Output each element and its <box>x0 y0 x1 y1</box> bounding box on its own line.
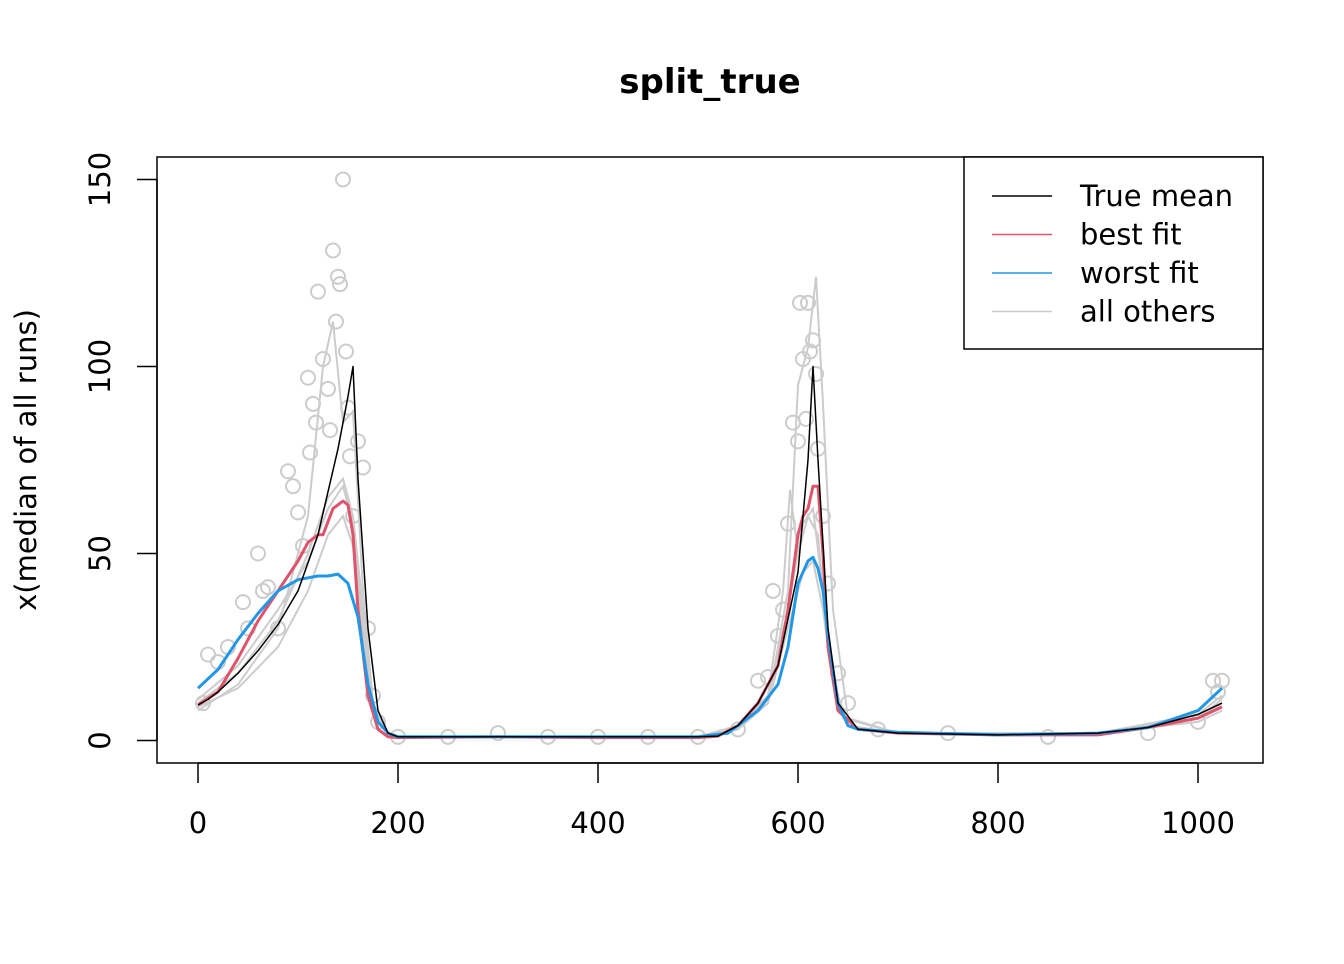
other-run-point <box>808 365 824 382</box>
other-run-point <box>270 620 286 637</box>
other-run-point <box>1040 728 1056 745</box>
other-run-point <box>350 433 366 450</box>
other-run-point <box>340 399 356 416</box>
other-run-point <box>285 478 301 495</box>
other-run-point <box>750 672 766 689</box>
other-run-point <box>332 276 348 293</box>
y-tick-label: 50 <box>83 535 117 572</box>
other-run-point <box>765 582 781 599</box>
other-run-point <box>260 579 276 596</box>
x-tick-label: 1000 <box>1161 806 1235 840</box>
other-run-point <box>195 695 211 712</box>
other-run-point <box>200 646 216 663</box>
other-run-point <box>1214 672 1230 689</box>
x-axis: 0 200 400 600 800 1000 <box>189 762 1235 840</box>
other-run-point <box>490 725 506 742</box>
other-run-point <box>280 463 296 480</box>
y-tick-label: 100 <box>83 339 117 394</box>
other-run-point <box>320 380 336 397</box>
x-tick-label: 200 <box>370 806 425 840</box>
other-run-point <box>302 444 318 461</box>
other-run-point <box>790 433 806 450</box>
other-run-point <box>300 369 316 386</box>
other-run-point <box>800 294 816 311</box>
legend-box <box>963 156 1264 350</box>
legend-label: all others <box>1080 295 1215 329</box>
other-run-point <box>290 504 306 521</box>
worst-fit-line <box>196 555 1224 739</box>
y-axis: 0 50 100 150 <box>83 152 158 750</box>
other-run-point <box>308 414 324 431</box>
y-tick-label: 150 <box>83 152 117 207</box>
other-run-point <box>305 395 321 412</box>
other-run-point <box>802 343 818 360</box>
other-run-line <box>197 514 1223 738</box>
other-run-point <box>328 313 344 330</box>
other-run-point <box>335 171 351 188</box>
other-run-point <box>338 343 354 360</box>
x-tick-label: 400 <box>570 806 625 840</box>
other-run-point <box>322 422 338 439</box>
chart-title: split_true <box>619 62 800 102</box>
other-run-point <box>325 242 341 259</box>
best-fit-line <box>197 484 1223 740</box>
legend-label: worst fit <box>1080 256 1199 290</box>
other-run-point <box>785 414 801 431</box>
true-mean-line <box>197 365 1223 738</box>
legend: True mean best fit worst fit all others <box>963 156 1264 350</box>
other-run-point <box>792 294 808 311</box>
x-tick-label: 800 <box>970 806 1025 840</box>
other-run-point <box>330 268 346 285</box>
other-run-point <box>250 545 266 562</box>
other-run-point <box>805 332 821 349</box>
other-run-point <box>355 459 371 476</box>
other-run-point <box>815 508 831 525</box>
other-run-point <box>310 283 326 300</box>
other-run-point <box>840 695 856 712</box>
y-tick-label: 0 <box>83 731 117 749</box>
other-run-point <box>1210 683 1226 700</box>
other-run-point <box>798 410 814 427</box>
legend-label: True mean <box>1079 179 1233 213</box>
other-run-point <box>780 515 796 532</box>
x-tick-label: 0 <box>189 806 207 840</box>
other-run-point <box>235 594 251 611</box>
y-axis-label: x(median of all runs) <box>9 309 43 611</box>
main-series <box>196 365 1224 740</box>
legend-label: best fit <box>1080 218 1182 252</box>
x-tick-label: 600 <box>770 806 825 840</box>
other-run-point <box>255 582 271 599</box>
other-run-point <box>315 351 331 367</box>
